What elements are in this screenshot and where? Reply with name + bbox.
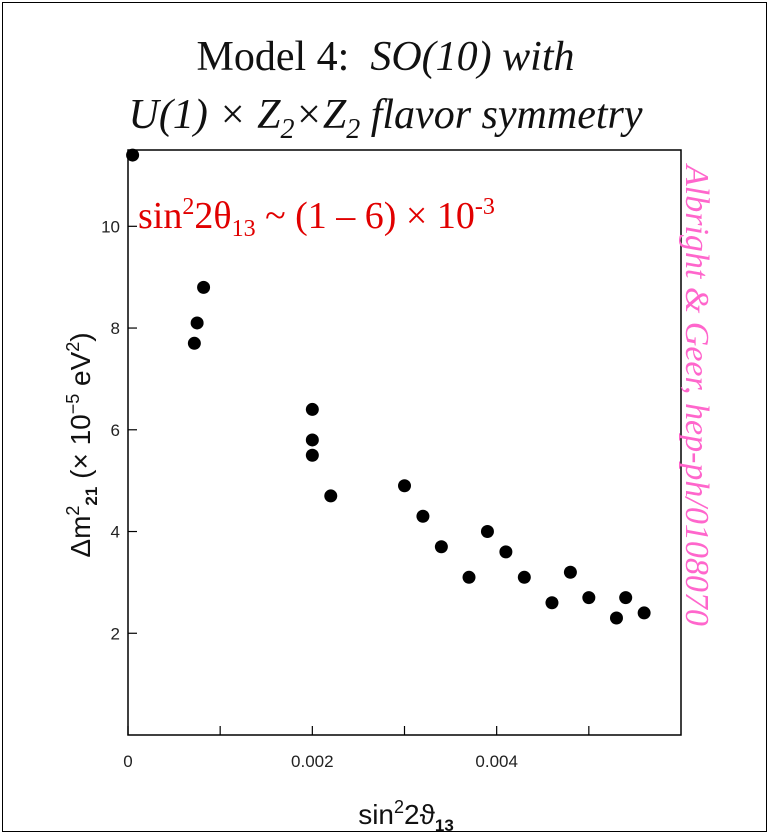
y-tick-label: 8: [111, 319, 120, 338]
y-tick-label: 6: [111, 421, 120, 440]
y-tick-label: 10: [101, 217, 120, 236]
data-point: [545, 596, 559, 610]
x-axis-ticks: 0 0.002 0.004: [123, 726, 590, 771]
data-point: [462, 570, 476, 584]
title-symmetry-sub1: 2: [280, 114, 295, 145]
title-symmetry-sub2: 2: [346, 114, 361, 145]
data-point: [324, 489, 338, 503]
title-symmetry-c: flavor symmetry: [360, 92, 643, 138]
x-axis-title: sin22ϑ13: [358, 797, 454, 835]
data-point: [517, 570, 531, 584]
data-point: [619, 591, 633, 605]
data-point: [187, 336, 201, 350]
data-point: [190, 316, 204, 330]
data-point: [609, 611, 623, 625]
data-point: [305, 402, 319, 416]
y-tick-label: 2: [111, 624, 120, 643]
title-prefix: Model 4:: [196, 34, 350, 80]
data-point: [305, 448, 319, 462]
data-point: [563, 565, 577, 579]
y-axis-ticks: 2 4 6 8 10: [101, 217, 137, 643]
plot-area-frame: [127, 149, 682, 736]
data-point: [416, 509, 430, 523]
x-tick-label: 0.004: [475, 752, 518, 771]
data-point: [305, 433, 319, 447]
data-point: [499, 545, 513, 559]
title-line-2: U(1) × Z2×Z2 flavor symmetry: [0, 94, 771, 144]
data-point: [637, 606, 651, 620]
citation-credit: Albright & Geer, hep-ph/0108070: [678, 163, 715, 626]
data-points: [126, 148, 651, 625]
theta13-range-annotation: sin22θ13 ~ (1 – 6) × 10-3: [138, 194, 495, 242]
data-point: [197, 280, 211, 294]
x-tick-label: 0: [123, 752, 132, 771]
data-point: [126, 148, 140, 162]
y-tick-label: 4: [111, 523, 120, 542]
title-line-1: Model 4: SO(10) with: [0, 36, 771, 78]
title-symmetry-b: ×Z: [294, 92, 347, 138]
title-symmetry-a: U(1) × Z: [128, 92, 281, 138]
data-point: [398, 479, 411, 493]
data-point: [434, 540, 448, 554]
title-model-name: SO(10) with: [370, 34, 575, 80]
data-point: [582, 591, 596, 605]
data-point: [480, 525, 494, 539]
x-tick-label: 0.002: [291, 752, 334, 771]
y-axis-title: Δm221 (× 10−5 eV2): [63, 332, 101, 557]
